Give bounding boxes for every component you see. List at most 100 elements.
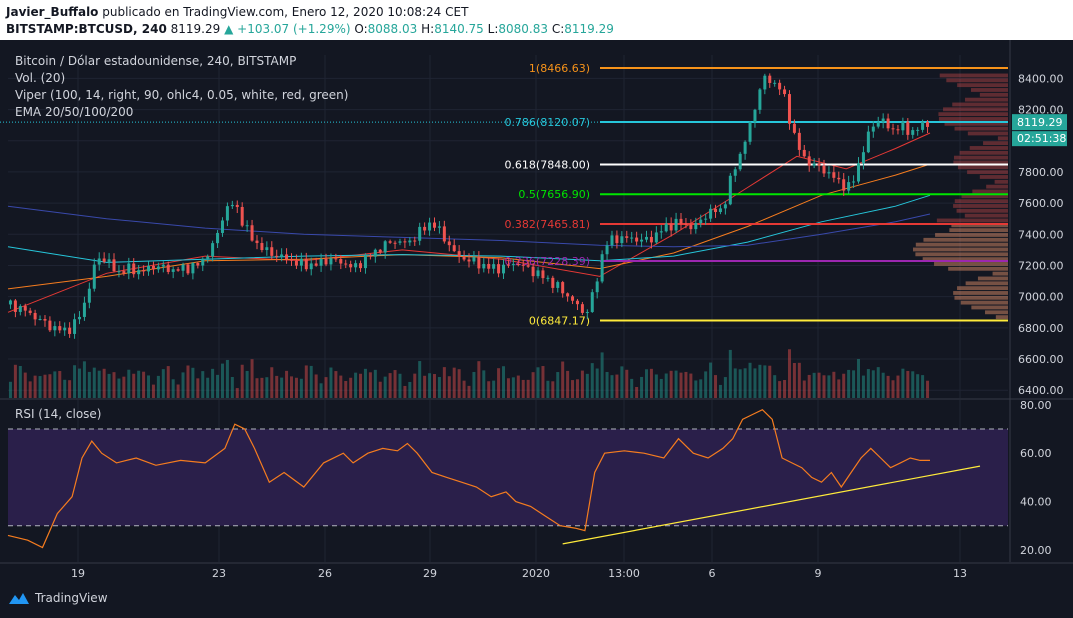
ema-lines [7,132,931,313]
volume-bar [166,366,170,398]
volume-bar [654,374,658,398]
volume-bar [551,381,555,398]
candle-body [664,223,668,232]
volume-bar [418,361,422,398]
volume-bar [684,371,688,398]
candle-body [787,94,791,124]
volume-bar [359,373,363,398]
candle-body [383,241,387,253]
volume-bar [832,371,836,398]
close-label: C: [551,22,565,36]
candle-body [442,226,446,242]
candle-body [447,241,451,246]
profile-bar [915,252,1008,257]
volume-bar [13,364,17,398]
price-chart[interactable]: 1(8466.63) 0.786(8120.07) 0.618(7848.00) 0.… [0,40,1073,585]
candle-body [53,326,57,331]
candle-body [122,271,126,274]
volume-bar [38,376,42,398]
volume-bar [408,381,412,398]
candle-body [393,242,397,244]
profile-bar [971,305,1008,310]
candle-body [294,260,298,266]
volume-bar [511,377,515,398]
volume-bar [847,369,851,398]
volume-bar [270,367,274,398]
volume-bar [304,365,308,398]
price-tick-label: 7000.00 [1018,291,1064,304]
volume-bar [432,374,436,398]
countdown-tag [1012,131,1067,147]
volume-bar [561,361,565,398]
profile-bar [972,189,1008,194]
candle-body [911,130,915,135]
volume-bar [610,375,614,398]
volume-bar [275,375,279,398]
volume-bar [689,373,693,398]
last-price-tag [1012,114,1067,131]
candle-body [388,241,392,243]
candle-body [575,300,579,305]
candle-body [536,270,540,277]
volume-bar [506,378,510,398]
rsi-tick-label: 20.00 [1020,544,1052,557]
volume-bar [196,378,200,398]
profile-bar [953,291,1008,295]
author-name[interactable]: Javier_Buffalo [6,5,99,19]
candle-body [733,169,737,176]
profile-bar [954,199,1008,204]
volume-bar [230,376,234,398]
candle-body [334,258,338,260]
candle-body [561,282,565,294]
volume-bar [635,386,639,398]
candle-body [585,311,589,313]
price-change: +103.07 (+1.29%) [237,22,351,36]
volume-bar [255,378,259,398]
candle-body [166,264,170,272]
volume-bar [309,365,313,398]
volume-bar [265,377,269,398]
candle-body [181,264,185,271]
volume-bar [911,371,915,398]
volume-bar [728,349,732,398]
volume-bar [649,368,653,398]
main-pane [8,55,1008,398]
profile-bar [952,102,1008,107]
volume-bar [817,372,821,398]
candle-body [432,222,436,228]
candle-body [398,241,402,243]
volume-bar [600,352,604,398]
volume-bar [492,380,496,398]
candle-body [206,256,210,259]
volume-bar [748,362,752,398]
candle-body [472,257,476,262]
candle-body [502,264,506,274]
candle-body [87,288,91,303]
candle-body [363,255,367,269]
volume-bar [117,378,121,398]
candle-body [649,236,653,243]
volume-bar [891,380,895,398]
candle-body [58,326,62,331]
footer-brand[interactable]: TradingView [8,591,108,605]
candle-body [753,109,757,123]
volume-bar [413,373,417,398]
volume-bar [240,364,244,398]
candle-body [492,264,496,269]
fib-label: 0.236(7228.39) [504,255,590,268]
volume-bar [250,359,254,398]
volume-bar [319,383,323,398]
candle-body [758,89,762,110]
symbol-line: BITSTAMP:BTCUSD, 240 8119.29 ▲ +103.07 (… [6,22,614,36]
volume-bar [77,368,81,398]
candle-body [738,153,742,170]
volume-bar [294,377,298,398]
profile-bar [938,117,1008,121]
volume-bar [329,367,333,398]
candle-body [635,237,639,242]
price-tick-label: 8200.00 [1018,104,1064,117]
candle-body [82,302,86,317]
time-tick-label: 13:00 [608,567,640,580]
candle-body [324,258,328,265]
volume-bar [378,381,382,398]
